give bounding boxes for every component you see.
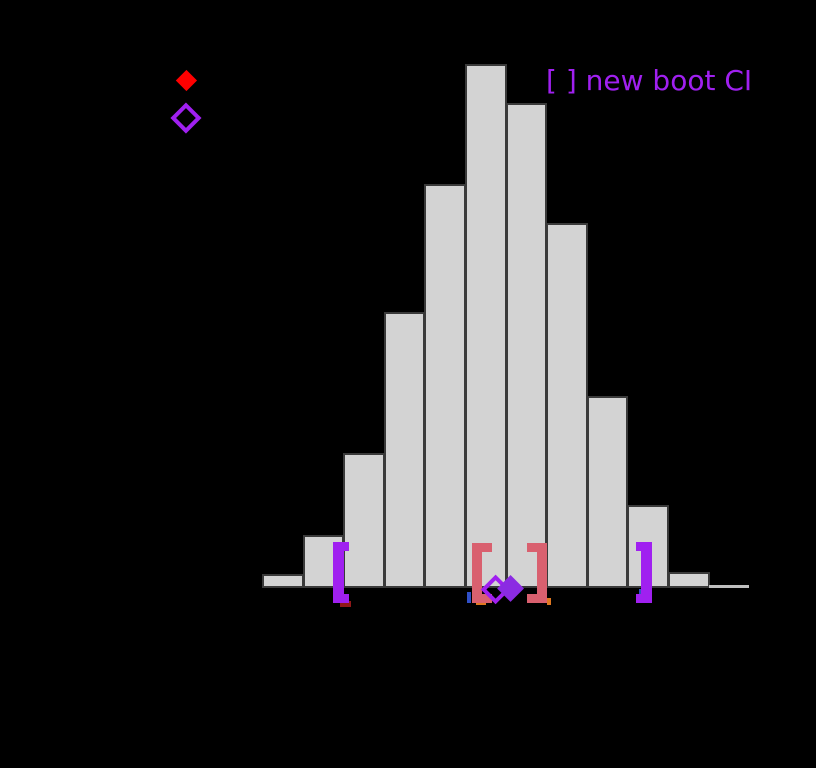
legend-new-boot-ci-label: [ ] new boot CI — [546, 64, 753, 97]
histogram-bar-3 — [343, 453, 385, 588]
histogram-bar-11 — [668, 572, 710, 588]
old-ci-fragment-5 — [547, 598, 551, 605]
pink-ci-bracket-right-arm-bottom — [527, 594, 547, 603]
histogram-bar-12 — [708, 585, 750, 588]
legend-diamond-open-purple — [170, 102, 202, 134]
old-ci-fragment-3 — [476, 601, 486, 605]
histogram-bar-4 — [383, 312, 426, 588]
purple-ci-bracket-left-arm-top — [333, 542, 349, 551]
histogram-bar-9 — [586, 396, 629, 588]
old-ci-fragment-1 — [467, 592, 471, 603]
purple-ci-bracket-right — [636, 542, 652, 603]
histogram-bar-1 — [262, 574, 304, 588]
pink-ci-bracket-left — [472, 543, 492, 603]
purple-ci-bracket-right-arm-bottom — [636, 594, 652, 603]
purple-ci-bracket-right-stem — [641, 542, 652, 603]
histogram-bar-7 — [505, 103, 548, 588]
old-ci-fragment-6 — [340, 601, 351, 607]
pink-ci-bracket-right-arm-top — [527, 543, 547, 552]
pink-ci-bracket-right — [527, 543, 547, 603]
purple-ci-bracket-left-arm-bottom — [333, 594, 349, 603]
histogram-bar-5 — [424, 184, 466, 588]
purple-ci-bracket-right-arm-top — [636, 542, 652, 551]
legend-diamond-filled-red — [175, 69, 197, 91]
purple-ci-bracket-left — [333, 542, 349, 603]
pink-ci-bracket-left-arm-bottom — [472, 594, 492, 603]
histogram-bar-8 — [546, 223, 588, 588]
pink-ci-bracket-left-arm-top — [472, 543, 492, 552]
pink-ci-bracket-left-stem — [472, 543, 482, 603]
purple-ci-bracket-left-stem — [333, 542, 344, 603]
pink-ci-bracket-right-stem — [537, 543, 547, 603]
histogram-bar-6 — [465, 64, 507, 588]
